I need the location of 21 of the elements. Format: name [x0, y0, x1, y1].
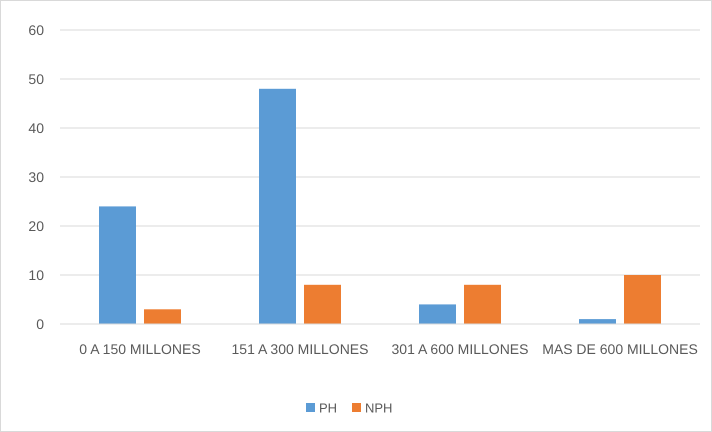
bar	[624, 275, 661, 324]
y-tick-label: 60	[28, 22, 44, 38]
y-tick-label: 40	[28, 120, 44, 136]
y-tick-label: 20	[28, 218, 44, 234]
x-tick-label: MAS DE 600 MILLONES	[542, 341, 698, 357]
bar	[99, 206, 136, 324]
x-tick-label: 151 A 300 MILLONES	[232, 341, 368, 357]
bar	[144, 309, 181, 324]
y-tick-label: 0	[36, 316, 44, 332]
bar	[579, 319, 616, 324]
bar	[259, 88, 296, 324]
y-tick-label: 10	[28, 266, 44, 283]
x-tick-label: 301 A 600 MILLONES	[392, 341, 528, 357]
bar	[419, 304, 456, 324]
legend-label: PH	[319, 400, 338, 416]
bar	[304, 284, 341, 324]
bar	[464, 284, 501, 324]
y-tick-label: 30	[28, 168, 44, 185]
y-tick-label: 50	[28, 70, 44, 87]
x-tick-label: 0 A 150 MILLONES	[79, 341, 201, 357]
legend-label: NPH	[365, 400, 392, 416]
